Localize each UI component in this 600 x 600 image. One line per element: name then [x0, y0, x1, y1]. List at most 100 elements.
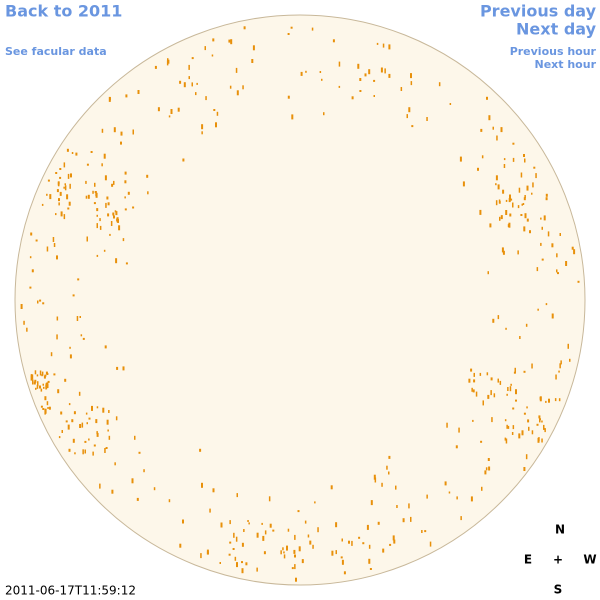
facula: [526, 406, 528, 409]
facula: [68, 201, 71, 206]
facula: [204, 46, 206, 51]
facula: [424, 530, 427, 533]
facula: [56, 255, 58, 260]
facula: [66, 148, 69, 152]
facula: [191, 82, 193, 87]
facula: [99, 483, 101, 489]
facula: [85, 180, 87, 184]
facula: [539, 396, 542, 402]
facula: [37, 300, 39, 304]
facula: [48, 406, 51, 410]
facula: [107, 213, 110, 217]
facula: [503, 164, 506, 168]
facula: [56, 334, 58, 340]
facula: [30, 232, 33, 236]
facula: [331, 550, 334, 556]
facula: [44, 396, 47, 401]
facula: [40, 405, 43, 408]
facula: [195, 92, 197, 96]
facula: [166, 60, 169, 66]
facula: [179, 80, 182, 84]
facula: [101, 128, 104, 133]
facula: [85, 195, 88, 199]
facula: [297, 510, 300, 513]
facula: [480, 128, 483, 132]
previous-hour-link[interactable]: Previous hour: [510, 45, 597, 58]
facula: [471, 387, 473, 392]
facula: [209, 508, 211, 513]
facula: [517, 250, 519, 255]
facula: [531, 430, 534, 435]
facula: [521, 203, 523, 206]
facula: [235, 536, 238, 542]
facula: [26, 327, 28, 332]
facula: [20, 304, 23, 309]
facula: [74, 452, 76, 455]
facula: [46, 373, 49, 375]
facula: [107, 429, 109, 432]
facula: [241, 568, 244, 574]
facula: [554, 398, 557, 402]
facula: [543, 215, 546, 221]
next-day-link[interactable]: Next day: [516, 20, 597, 39]
facula: [92, 451, 94, 456]
facula: [502, 250, 505, 255]
facula: [438, 82, 441, 87]
next-hour-link[interactable]: Next hour: [535, 58, 597, 71]
facula: [261, 522, 263, 525]
facula: [558, 370, 560, 373]
facula: [495, 183, 497, 186]
facula: [484, 470, 487, 475]
facula: [243, 26, 246, 30]
facula: [507, 387, 509, 391]
back-year-link[interactable]: Back to 2011: [5, 2, 122, 21]
facula: [96, 223, 98, 229]
facula: [55, 172, 58, 174]
facula: [34, 379, 37, 383]
facula: [479, 209, 482, 215]
facula: [509, 386, 512, 392]
facula: [499, 380, 502, 385]
facula: [33, 381, 36, 385]
facula: [340, 556, 343, 559]
facula: [395, 485, 397, 490]
facula: [47, 179, 50, 182]
facula: [213, 109, 216, 111]
facula: [57, 181, 60, 185]
facula: [359, 90, 362, 92]
facula: [112, 212, 115, 216]
facula: [304, 520, 307, 524]
facula: [536, 267, 539, 272]
facula: [105, 202, 107, 208]
facula: [368, 544, 371, 549]
facula: [59, 168, 62, 170]
facula: [132, 206, 135, 209]
facula: [493, 393, 496, 398]
facula: [497, 315, 500, 320]
facula: [502, 189, 505, 194]
facula: [330, 485, 333, 490]
facula: [507, 425, 510, 429]
previous-day-link[interactable]: Previous day: [480, 2, 597, 21]
facula: [486, 96, 488, 100]
solar-disk: [14, 14, 586, 586]
facula: [480, 440, 483, 443]
facula: [364, 73, 367, 77]
facula: [462, 181, 465, 187]
facula: [508, 222, 511, 228]
facula: [44, 408, 47, 414]
facula: [118, 225, 121, 231]
facula: [510, 383, 512, 386]
facula: [545, 193, 548, 197]
facular-link[interactable]: See facular data: [5, 45, 107, 58]
facula: [87, 194, 90, 199]
facula: [294, 534, 296, 540]
facula: [86, 163, 89, 166]
facula: [294, 554, 296, 558]
facula: [88, 438, 90, 441]
facula: [393, 539, 396, 544]
facula: [116, 366, 119, 370]
facula: [67, 424, 70, 430]
facula: [545, 400, 547, 403]
facula: [541, 226, 543, 230]
